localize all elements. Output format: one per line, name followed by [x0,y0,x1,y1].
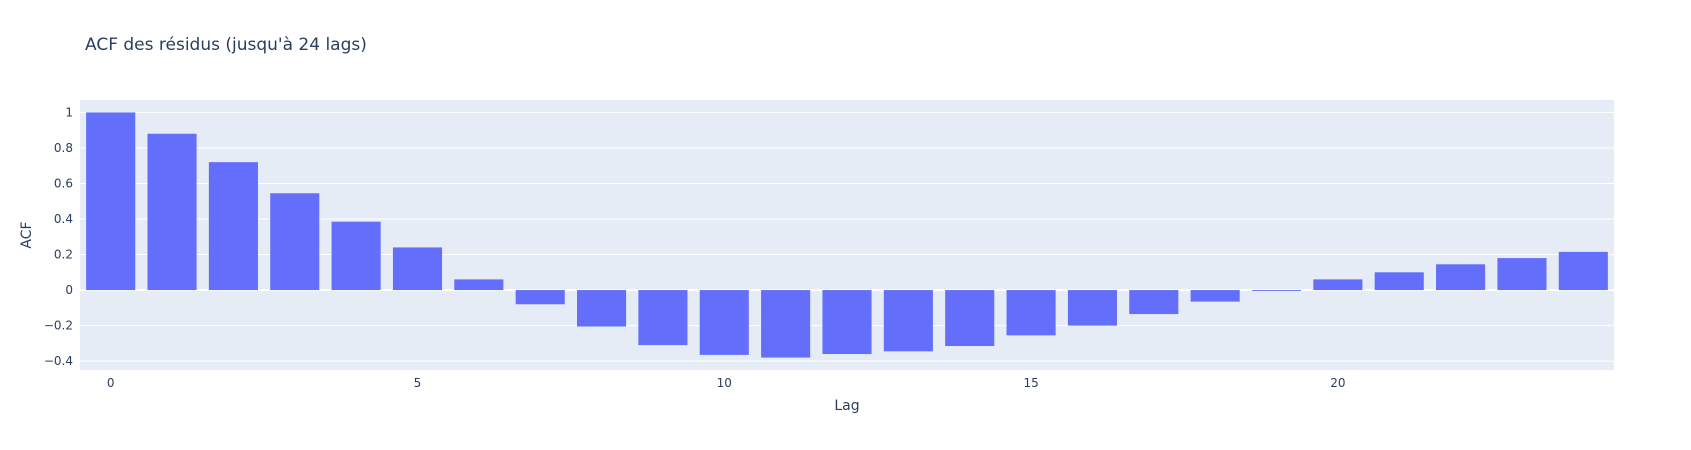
y-tick-label: 0.4 [54,212,73,226]
acf-bar [208,162,258,291]
acf-bar [1497,258,1547,291]
bar-layer [86,112,1608,358]
acf-bar [1251,290,1302,291]
y-tick-label: −0.2 [44,319,73,333]
x-tick-label: 20 [1330,376,1345,390]
x-axis-ticks: 0 5 10 15 20 [107,376,1346,390]
acf-bar [1006,290,1056,336]
acf-bar [147,133,197,291]
acf-bar [1313,279,1363,291]
y-axis-title: ACF [19,221,35,248]
y-tick-label: 0 [65,283,73,297]
acf-bar [1558,251,1608,291]
y-tick-label: 0.2 [54,248,73,262]
acf-bar [454,279,504,291]
acf-bar [86,112,136,291]
acf-bar [515,290,565,305]
acf-bar [1374,272,1424,291]
acf-bar [331,221,381,291]
x-tick-label: 15 [1023,376,1038,390]
acf-bar [1067,290,1117,326]
acf-bar [1190,290,1240,302]
y-axis-ticks: −0.4 −0.2 0 0.2 0.4 0.6 0.8 1 [44,105,73,368]
acf-bar [392,247,443,291]
y-tick-label: 0.6 [54,176,73,190]
x-tick-label: 0 [107,376,115,390]
acf-bar [699,290,749,355]
acf-bar [638,290,688,346]
acf-bar [577,290,627,327]
acf-bar [761,290,811,358]
x-axis-title: Lag [834,398,859,414]
acf-bar [883,290,933,352]
acf-bar [822,290,872,355]
x-tick-label: 5 [414,376,422,390]
acf-bar [270,193,320,291]
acf-bar [945,290,995,347]
x-tick-label: 10 [717,376,732,390]
chart-title: ACF des résidus (jusqu'à 24 lags) [85,35,367,55]
y-tick-label: 0.8 [54,141,73,155]
acf-bar [1129,290,1179,315]
y-tick-label: −0.4 [44,354,73,368]
acf-bar [1436,264,1486,291]
y-tick-label: 1 [65,105,73,119]
